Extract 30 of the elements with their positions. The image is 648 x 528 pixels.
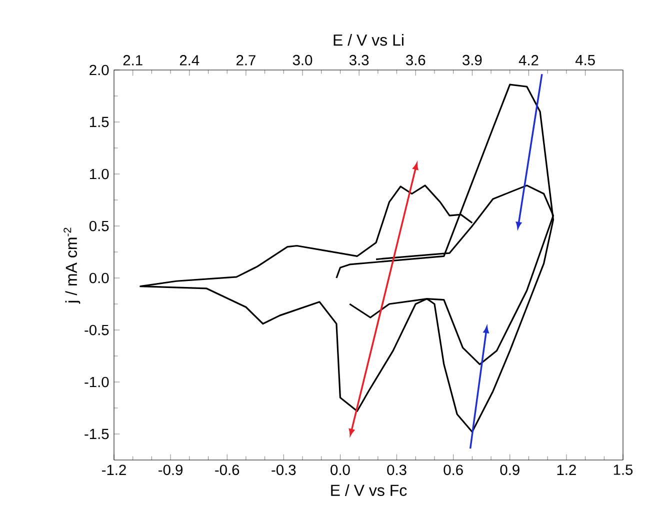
x2-tick-label: 4.5 xyxy=(575,55,595,66)
x-axis-title: E / V vs Fc xyxy=(331,484,407,496)
y-tick-label: 0.5 xyxy=(89,220,109,232)
y-tick-label: 1.5 xyxy=(90,116,109,128)
x2-axis-title: E / V vs Li xyxy=(334,34,404,46)
x2-tick-label: 2.7 xyxy=(236,55,256,66)
y-tick-label: 1.0 xyxy=(90,168,109,180)
x2-tick-label: 3.0 xyxy=(292,54,312,66)
x-tick-label: 1.2 xyxy=(557,464,576,475)
x2-tick-label: 3.9 xyxy=(462,54,482,66)
x-tick-label: 0.0 xyxy=(330,464,350,476)
y-tick-label: 2.0 xyxy=(90,64,109,76)
x-tick-label: -0.6 xyxy=(215,464,240,476)
y-tick-label: 0.0 xyxy=(89,272,109,284)
x-tick-label: 0.9 xyxy=(500,464,520,476)
x2-tick-label: 2.1 xyxy=(123,55,142,66)
y-tick-label: -0.5 xyxy=(84,324,109,336)
x2-tick-label: 4.2 xyxy=(518,55,538,66)
x-tick-label: -0.3 xyxy=(272,464,296,476)
y-axis-title: j / mA cm$^{-2}$ xyxy=(64,228,80,304)
y-tick-label: -1.5 xyxy=(84,428,109,440)
x-tick-label: -0.9 xyxy=(158,464,183,476)
x-tick-label: -1.2 xyxy=(102,464,126,475)
y-tick-label: -1.0 xyxy=(84,376,109,388)
x-tick-label: 0.3 xyxy=(387,464,406,476)
x2-tick-label: 3.6 xyxy=(406,54,426,66)
x-tick-label: 1.5 xyxy=(614,464,633,475)
x2-tick-label: 2.4 xyxy=(180,55,200,66)
x-tick-label: 0.6 xyxy=(444,464,463,476)
x2-tick-label: 3.3 xyxy=(349,54,369,66)
